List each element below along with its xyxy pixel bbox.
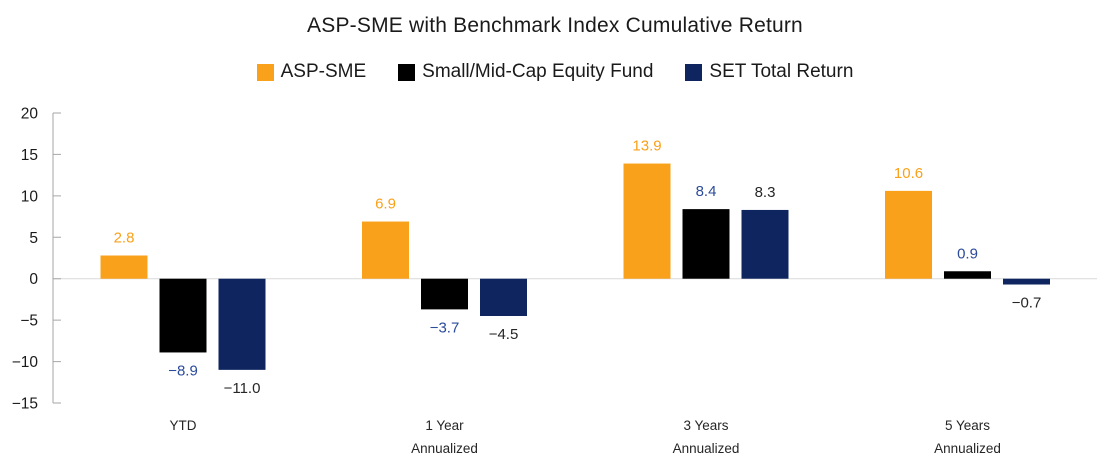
legend-item-set-total-return: SET Total Return: [685, 61, 853, 83]
bar-small-mid-cap-equity-fund-ytd: [159, 278, 207, 353]
bar-small-mid-cap-equity-fund-ytd-value-label: −8.9: [168, 362, 198, 379]
bar-set-total-return-5-years-annualized: [1003, 278, 1050, 285]
chart-title: ASP-SME with Benchmark Index Cumulative …: [307, 14, 803, 37]
y-tick-label-0: 0: [29, 271, 38, 288]
legend-swatch-asp-sme-icon: [256, 63, 274, 81]
y-tick-label--10: −10: [12, 354, 39, 371]
y-tick-label-20: 20: [21, 106, 39, 123]
bar-asp-sme-ytd: [100, 255, 148, 279]
legend-swatch-set-total-return-icon: [685, 63, 703, 81]
y-tick-label-15: 15: [21, 147, 38, 164]
y-axis-line: [52, 112, 61, 404]
bar-small-mid-cap-equity-fund-3-years-annualized-value-label: 8.4: [696, 183, 717, 200]
x-category-label-5-years-annualized: 5 Years: [945, 418, 990, 433]
bar-set-total-return-1-year-annualized-value-label: −4.5: [489, 326, 519, 343]
x-category-label-3-years-annualized-line2: Annualized: [673, 441, 740, 456]
x-category-label-1-year-annualized: 1 Year: [425, 418, 464, 433]
bar-small-mid-cap-equity-fund-3-years-annualized: [682, 209, 730, 279]
bar-asp-sme-ytd-value-label: 2.8: [114, 230, 135, 247]
bar-set-total-return-ytd: [218, 278, 266, 370]
bar-small-mid-cap-equity-fund-5-years-annualized: [944, 271, 991, 279]
legend-label-asp-sme: ASP-SME: [280, 61, 367, 82]
bar-set-total-return-1-year-annualized: [480, 278, 527, 316]
x-category-label-5-years-annualized-line2: Annualized: [934, 441, 1001, 456]
bar-asp-sme-5-years-annualized-value-label: 10.6: [894, 165, 923, 182]
legend-item-asp-sme: ASP-SME: [256, 61, 367, 83]
y-tick-label--15: −15: [12, 396, 38, 413]
legend-item-small-mid-cap-equity-fund: Small/Mid-Cap Equity Fund: [398, 61, 653, 83]
bar-asp-sme-1-year-annualized-value-label: 6.9: [375, 196, 396, 213]
bar-set-total-return-3-years-annualized: [741, 209, 789, 279]
bar-set-total-return-ytd-value-label: −11.0: [224, 380, 261, 397]
legend-label-small-mid-cap-equity-fund: Small/Mid-Cap Equity Fund: [422, 61, 654, 82]
bar-asp-sme-3-years-annualized-value-label: 13.9: [632, 138, 661, 155]
bar-small-mid-cap-equity-fund-5-years-annualized-value-label: 0.9: [957, 245, 978, 262]
legend-swatch-small-mid-cap-equity-fund-icon: [398, 63, 416, 81]
y-tick-label-10: 10: [21, 188, 39, 205]
bar-asp-sme-1-year-annualized: [362, 221, 409, 279]
chart-legend: ASP-SME Small/Mid-Cap Equity Fund SET To…: [0, 61, 1110, 83]
x-category-label-1-year-annualized-line2: Annualized: [411, 441, 478, 456]
bar-small-mid-cap-equity-fund-1-year-annualized: [421, 278, 468, 310]
y-tick-label--5: −5: [20, 313, 38, 330]
x-category-label-ytd: YTD: [170, 418, 197, 433]
bar-set-total-return-3-years-annualized-value-label: 8.3: [755, 184, 776, 201]
x-category-label-3-years-annualized: 3 Years: [683, 418, 728, 433]
bar-set-total-return-5-years-annualized-value-label: −0.7: [1012, 295, 1042, 312]
bar-asp-sme-5-years-annualized: [885, 190, 932, 279]
y-tick-label-5: 5: [29, 230, 38, 247]
bar-small-mid-cap-equity-fund-1-year-annualized-value-label: −3.7: [430, 319, 460, 336]
legend-label-set-total-return: SET Total Return: [709, 61, 854, 82]
bar-asp-sme-3-years-annualized: [623, 163, 671, 279]
